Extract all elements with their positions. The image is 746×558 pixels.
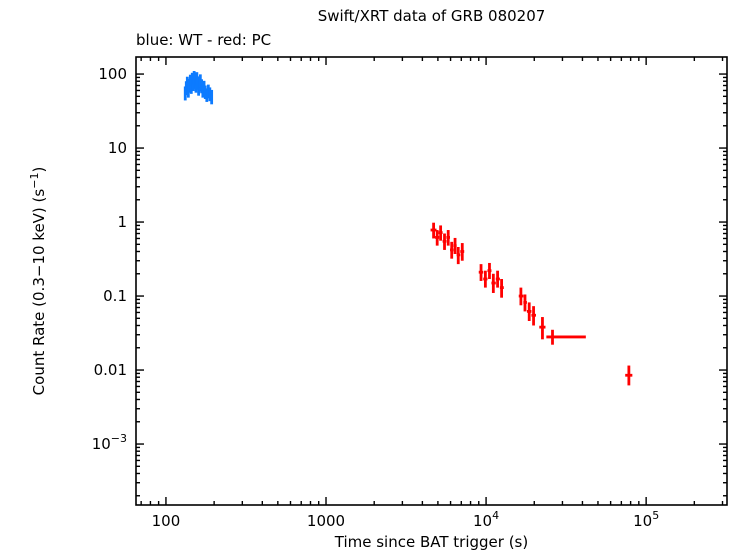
- x-tick-label: 1000: [307, 512, 345, 530]
- y-tick-label: 10: [108, 139, 127, 157]
- x-axis-label: Time since BAT trigger (s): [334, 533, 529, 551]
- x-tick-label: 104: [473, 509, 499, 530]
- chart-legend-text: blue: WT - red: PC: [136, 31, 272, 49]
- x-tick-label: 100: [152, 512, 181, 530]
- series-pc: [430, 222, 633, 386]
- y-tick-label: 100: [98, 65, 127, 83]
- chart-title: Swift/XRT data of GRB 080207: [317, 7, 546, 25]
- y-tick-label: 10−3: [92, 432, 127, 453]
- series-wt: [183, 70, 214, 105]
- axis-ticks: [136, 57, 727, 505]
- y-tick-label: 0.01: [94, 361, 127, 379]
- x-tick-label: 105: [633, 509, 659, 530]
- plot-frame: [135, 56, 728, 506]
- y-tick-label: 1: [117, 213, 127, 231]
- tick-labels: 100 1000 104 105 100 10 1 0.1 0.01 10−3: [92, 65, 660, 530]
- y-tick-label: 0.1: [103, 287, 127, 305]
